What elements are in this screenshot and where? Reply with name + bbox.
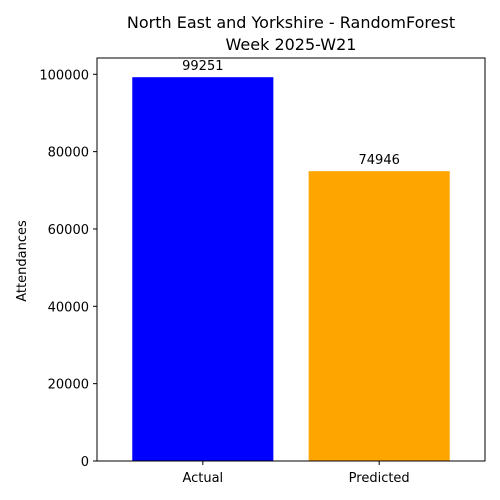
y-tick-label: 60000 [48, 223, 89, 238]
x-tick-label: Predicted [349, 471, 410, 486]
y-tick-label: 20000 [48, 378, 89, 393]
chart-title-line-2: Week 2025-W21 [226, 35, 357, 54]
y-axis-label: Attendances [15, 220, 30, 302]
y-tick-label: 40000 [48, 300, 89, 315]
chart-title: North East and Yorkshire - RandomForest … [127, 13, 455, 54]
bar-actual [132, 77, 274, 462]
data-label-predicted: 74946 [359, 153, 400, 168]
x-tick-label: Actual [182, 471, 223, 486]
plot-frame [96, 57, 486, 462]
bar-predicted [308, 171, 450, 461]
y-tick-label: 100000 [39, 68, 89, 83]
data-label-actual: 99251 [182, 59, 223, 74]
chart-title-line-1: North East and Yorkshire - RandomForest [127, 13, 455, 32]
y-tick-label: 80000 [48, 146, 89, 161]
y-tick-label: 0 [81, 455, 89, 470]
